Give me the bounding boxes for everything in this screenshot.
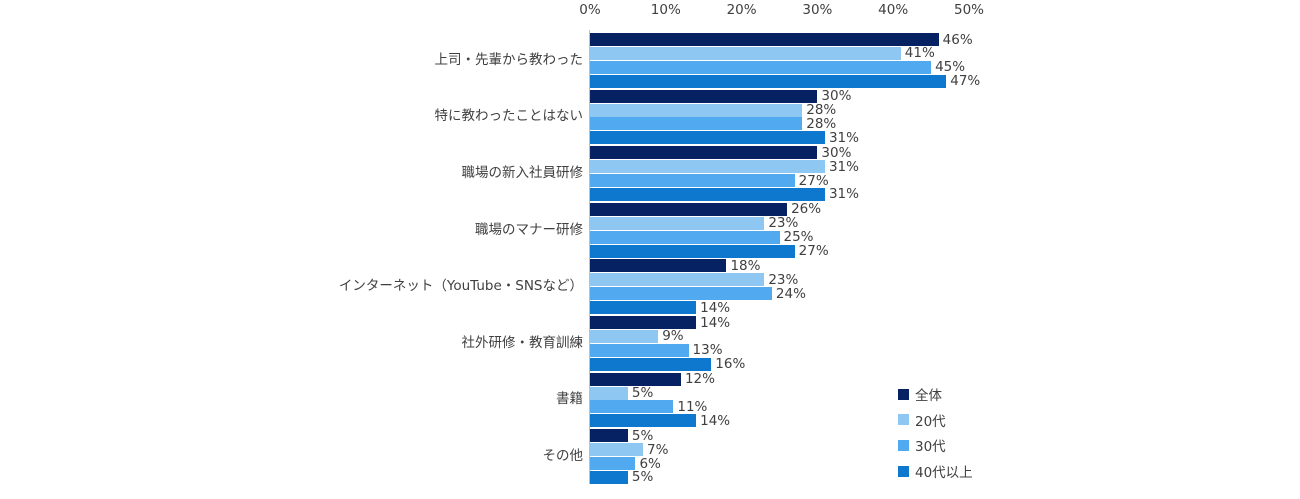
bar-20代 [590, 216, 765, 230]
bar-value-label: 31% [828, 129, 859, 146]
legend-swatch-icon [898, 414, 909, 426]
bar-value-label: 27% [798, 172, 829, 189]
y-axis-line [589, 30, 590, 484]
bar-value-label: 46% [942, 31, 973, 48]
bar-value-label: 31% [828, 158, 859, 175]
bar-value-label: 30% [821, 88, 852, 105]
bar-全体 [590, 146, 818, 160]
bar-20代 [590, 46, 901, 60]
bar-40代以上 [590, 470, 628, 484]
category-label: その他 [542, 448, 584, 465]
x-axis-tick-label: 50% [953, 2, 985, 18]
bar-20代 [590, 103, 803, 117]
bar-40代以上 [590, 357, 712, 371]
bar-value-label: 5% [631, 427, 654, 444]
bar-value-label: 5% [631, 469, 654, 486]
bar-value-label: 24% [775, 285, 806, 302]
legend-label: 30代 [915, 439, 946, 456]
bar-value-label: 30% [821, 144, 852, 161]
bar-value-label: 47% [950, 73, 981, 90]
bar-40代以上 [590, 301, 697, 315]
bar-全体 [590, 202, 788, 216]
bar-40代以上 [590, 131, 825, 145]
x-axis-tick-label: 20% [726, 2, 757, 18]
category-label: 職場のマナー研修 [475, 221, 583, 238]
legend-item: 40代以上 [898, 462, 973, 482]
bar-value-label: 18% [730, 257, 761, 274]
bar-全体 [590, 429, 628, 443]
bar-20代 [590, 443, 644, 457]
x-axis-tick-label: 40% [878, 2, 909, 18]
legend-swatch-icon [898, 465, 909, 477]
category-label: 特に教わったことはない [434, 108, 584, 125]
bar-全体 [590, 33, 939, 46]
bar-20代 [590, 386, 628, 400]
legend-swatch-icon [898, 439, 909, 451]
category-label: 社外研修・教育訓練 [461, 334, 584, 351]
bar-40代以上 [590, 244, 795, 258]
bar-全体 [590, 316, 697, 329]
bar-全体 [590, 372, 681, 386]
bar-value-label: 12% [684, 371, 715, 388]
legend-item: 30代 [898, 436, 946, 456]
bar-30代 [590, 230, 780, 244]
bar-value-label: 5% [631, 385, 654, 401]
bar-30代 [590, 174, 795, 187]
bar-全体 [590, 89, 818, 103]
bar-value-label: 45% [935, 59, 966, 76]
bar-30代 [590, 287, 772, 301]
bar-value-label: 28% [806, 115, 837, 132]
bar-value-label: 31% [828, 186, 859, 203]
bar-value-label: 7% [647, 441, 669, 458]
bar-value-label: 41% [904, 45, 935, 62]
bar-value-label: 27% [798, 243, 829, 259]
bar-value-label: 25% [783, 229, 814, 246]
bar-value-label: 28% [806, 102, 837, 118]
category-label: インターネット（YouTube・SNSなど） [338, 278, 583, 295]
bar-20代 [590, 160, 825, 174]
bar-value-label: 23% [768, 215, 799, 232]
bar-value-label: 13% [692, 342, 723, 359]
bar-value-label: 14% [700, 299, 731, 316]
x-axis-tick-label: 0% [579, 2, 601, 18]
bar-value-label: 14% [700, 412, 731, 429]
bar-30代 [590, 457, 636, 470]
bar-30代 [590, 400, 674, 414]
bar-20代 [590, 329, 659, 343]
x-axis-tick-label: 10% [650, 2, 681, 18]
bar-30代 [590, 60, 932, 74]
bar-value-label: 9% [662, 328, 684, 345]
x-axis-tick-label: 30% [802, 2, 833, 18]
bar-40代以上 [590, 74, 947, 88]
bar-30代 [590, 117, 803, 131]
bar-40代以上 [590, 414, 697, 428]
bar-value-label: 23% [768, 271, 799, 288]
bar-value-label: 26% [791, 201, 822, 218]
bar-20代 [590, 273, 765, 287]
bar-40代以上 [590, 187, 825, 201]
bar-30代 [590, 343, 689, 357]
legend-label: 20代 [915, 413, 946, 430]
legend-label: 40代以上 [915, 465, 973, 482]
category-label: 上司・先輩から教わった [434, 51, 584, 68]
legend-swatch-icon [898, 388, 909, 400]
category-label: 書籍 [556, 391, 583, 408]
bar-全体 [590, 259, 727, 273]
bar-value-label: 11% [677, 398, 708, 415]
bar-value-label: 14% [700, 314, 731, 331]
legend-label: 全体 [915, 388, 942, 404]
legend-item: 全体 [898, 385, 942, 404]
bar-value-label: 6% [639, 455, 661, 472]
bar-value-label: 16% [715, 356, 746, 373]
category-label: 職場の新入社員研修 [461, 165, 584, 182]
legend-item: 20代 [898, 411, 946, 430]
